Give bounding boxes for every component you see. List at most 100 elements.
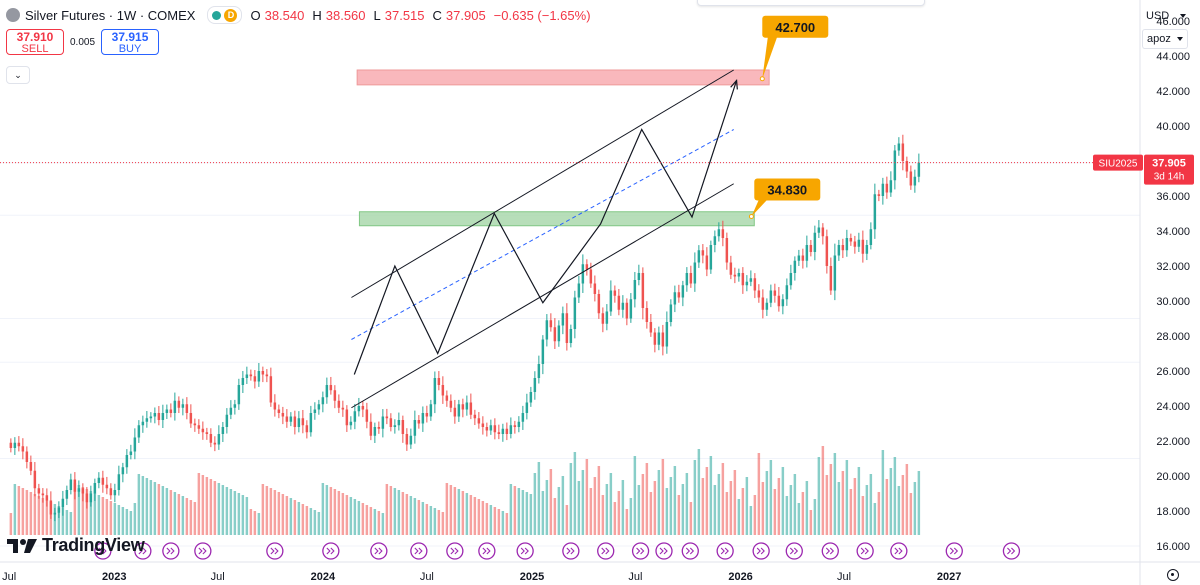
volume-bar [673,466,677,535]
event-marker[interactable] [890,542,908,560]
volume-bar [793,474,797,535]
gear-icon[interactable] [1167,569,1179,581]
volume-bar [245,497,249,535]
event-marker-circle [322,542,340,560]
volume-bar [209,479,213,535]
volume-bar [661,459,665,535]
event-marker[interactable] [266,542,284,560]
event-marker[interactable] [785,542,803,560]
event-marker[interactable] [322,542,340,560]
candle-body [549,320,553,328]
sell-button[interactable]: 37.910 SELL [6,29,64,55]
event-marker-circle [945,542,963,560]
volume-bar [817,457,821,535]
ohlc-item: H 38.560 [312,8,369,23]
collapse-legend-button[interactable]: ⌄ [6,66,30,84]
candle-body [725,238,729,263]
event-marker[interactable] [681,542,699,560]
market-open-dot-icon [212,10,222,20]
volume-bar [389,486,393,535]
candle-body [221,427,225,434]
event-marker[interactable] [370,542,388,560]
candle-body [309,413,313,433]
volume-bar [477,499,481,535]
candle-body [161,413,165,420]
market-status-pill[interactable]: D [207,6,243,24]
candle-body [841,245,845,251]
candle-body [13,442,17,448]
callout-box [762,15,829,38]
volume-bar [785,496,789,535]
event-marker[interactable] [655,542,673,560]
candle-body [845,238,849,251]
event-marker[interactable] [856,542,874,560]
volume-bar [577,481,581,535]
candle-body [405,434,409,445]
logo-text: TradingView [42,534,145,555]
sell-price: 37.910 [16,30,54,44]
event-marker[interactable] [1002,542,1021,560]
candle-body [117,474,121,490]
event-marker[interactable] [945,542,963,560]
volume-bar [225,487,229,535]
event-marker[interactable] [478,542,496,560]
event-marker[interactable] [134,542,152,560]
event-marker[interactable] [162,542,180,560]
volume-bar [721,463,725,535]
candle-body [913,176,917,186]
candle-body [69,479,73,490]
candle-body [225,414,229,427]
candle-body [697,250,701,263]
candle-body [185,404,189,413]
volume-bar [765,471,769,535]
volume-bar [829,464,833,535]
event-marker-circle [1002,542,1021,560]
event-marker[interactable] [194,542,212,560]
event-marker[interactable] [516,542,534,560]
volume-bar [669,477,673,535]
candle-body [525,402,529,413]
candle-body [533,378,537,392]
buy-button[interactable]: 37.915 BUY [101,29,160,55]
event-marker[interactable] [631,542,650,560]
price-tick-label: 26.000 [1156,366,1190,378]
currency-selector[interactable]: USD [1146,6,1186,26]
volume-bar [789,485,793,535]
tradingview-logo[interactable]: TradingView [6,534,145,556]
volume-bar [93,493,97,535]
volume-bar [445,483,449,535]
volume-bar [649,492,653,535]
volume-bar [873,503,877,535]
event-marker[interactable] [446,542,464,560]
chevron-right-icon [138,547,147,555]
volume-bar [621,480,625,535]
event-marker[interactable] [562,542,580,560]
candle-body [589,269,593,284]
candle-body [809,245,813,252]
symbol-title[interactable]: Silver Futures · 1W · COMEX [25,7,196,23]
candle-body [409,435,413,445]
candle-body [713,236,717,245]
volume-bar [725,492,729,535]
volume-bar [373,509,377,535]
scale-mode-selector[interactable]: apoz [1142,29,1188,49]
ohlc-key: L [373,7,381,23]
event-marker[interactable] [821,542,839,560]
chevron-down-icon: ⌄ [14,70,22,80]
candle-body [485,427,489,431]
candle-body [165,409,169,413]
candle-body [721,229,725,238]
candle-body [813,232,817,252]
volume-bar [741,488,745,535]
event-marker[interactable] [410,542,428,560]
candle-body [137,425,141,438]
volume-bar [893,457,897,535]
event-marker[interactable] [94,542,112,560]
candle-body [865,245,869,254]
event-marker[interactable] [597,542,615,560]
volume-bar [845,460,849,535]
candle-body [9,442,13,448]
event-marker[interactable] [716,542,734,560]
event-marker[interactable] [752,542,770,560]
